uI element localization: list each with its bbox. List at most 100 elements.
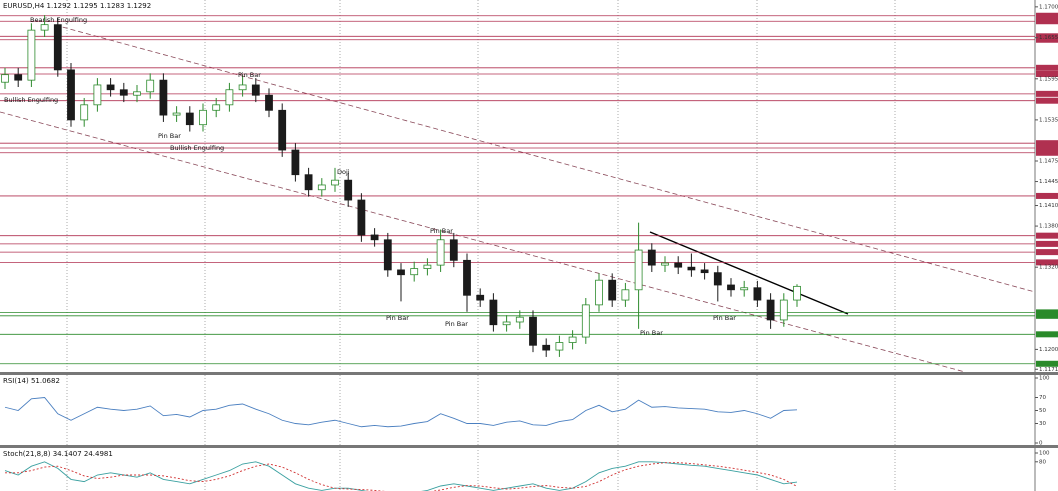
candle-body	[185, 112, 194, 126]
candle-body	[476, 294, 485, 301]
candle-body	[119, 89, 128, 96]
candle-body	[146, 79, 155, 93]
level-tag	[1036, 192, 1058, 199]
candle-body	[515, 316, 524, 323]
candle-body	[159, 79, 168, 116]
y-tick-label: 1.1320	[1039, 265, 1058, 271]
level-tag	[1036, 70, 1058, 77]
level-tag	[1036, 12, 1058, 19]
pattern-label: Pin Bar	[713, 314, 736, 322]
chart-title: EURUSD,H4 1.1292 1.1295 1.1283 1.1292	[3, 2, 151, 10]
y-tick-label: 1.1655	[1039, 35, 1058, 41]
candle-body	[753, 287, 762, 301]
panel-separator	[0, 372, 1058, 375]
candle-body	[661, 262, 669, 266]
y-tick-label: 100	[1039, 376, 1050, 382]
candle-body	[634, 249, 643, 291]
pattern-label: Doji	[337, 168, 350, 176]
y-tick-label: 30	[1039, 421, 1046, 427]
candle-body	[27, 29, 36, 81]
level-tag	[1036, 232, 1058, 239]
candle-body	[779, 299, 788, 321]
y-tick-label: 1.1410	[1039, 203, 1058, 209]
y-tick-label: 1.1475	[1039, 158, 1058, 164]
candle-body	[278, 109, 287, 151]
candle-body	[133, 91, 141, 96]
candle-body	[423, 264, 432, 269]
candle-body	[595, 279, 603, 306]
level-tag	[1036, 312, 1058, 319]
y-tick-label: 1.1700	[1039, 4, 1058, 10]
candle-body	[687, 266, 696, 271]
level-tag	[1036, 90, 1058, 97]
candle-body	[80, 104, 89, 121]
candle-body	[489, 299, 498, 326]
candle-body	[40, 24, 49, 31]
panel-separator	[0, 445, 1058, 448]
pattern-label: Pin Bar	[238, 71, 261, 79]
candle-body	[106, 84, 115, 91]
level-tag	[1036, 249, 1058, 256]
candle-body	[14, 74, 23, 81]
candle-body	[674, 262, 683, 268]
candle-body	[238, 84, 247, 91]
y-tick-label: 0	[1039, 441, 1043, 447]
level-tag	[1036, 240, 1058, 247]
candle-body	[304, 174, 313, 191]
pattern-label: Bullish Engulfing	[170, 144, 224, 152]
candle-body	[410, 268, 419, 276]
candle-body	[1, 74, 9, 83]
level-tag	[1036, 97, 1058, 104]
level-tag	[1036, 331, 1058, 338]
candle-body	[449, 239, 458, 261]
y-tick-label: 1.1200	[1039, 347, 1058, 353]
pattern-label: Bearish Engulfing	[30, 16, 87, 24]
pattern-label: Pin Bar	[158, 132, 181, 140]
candle-body	[357, 199, 366, 236]
candle-body	[93, 84, 102, 106]
candle-body	[225, 89, 234, 106]
candle-body	[608, 279, 617, 301]
candle-body	[581, 304, 590, 338]
level-tag	[1036, 140, 1058, 147]
candle-body	[370, 234, 379, 241]
y-tick-label: 50	[1039, 408, 1046, 414]
y-tick-label: 1.1595	[1039, 76, 1058, 82]
candle-body	[647, 249, 656, 266]
level-tag	[1036, 64, 1058, 71]
candle-body	[568, 336, 577, 343]
candle-body	[727, 284, 735, 291]
y-tick-label: 70	[1039, 395, 1046, 401]
vertical-grid	[66, 0, 896, 491]
level-tag	[1036, 149, 1058, 156]
candle-body	[199, 109, 207, 126]
y-tick-label: 1.1535	[1039, 117, 1058, 123]
candle-body	[713, 272, 722, 286]
candle-body	[793, 285, 801, 301]
level-tag	[1036, 259, 1058, 266]
level-tag	[1036, 309, 1058, 316]
pattern-label: Pin Bar	[386, 314, 409, 322]
level-tag	[1036, 18, 1058, 25]
candle-body	[317, 184, 326, 191]
pattern-label: Bullish Engulfing	[4, 96, 58, 104]
y-tick-label: 1.1445	[1039, 179, 1058, 185]
indicator-line	[4, 397, 798, 428]
candle-body	[212, 104, 221, 111]
candle-body	[436, 239, 445, 266]
candle-body	[383, 239, 392, 271]
candle-body	[502, 321, 511, 326]
stoch-title: Stoch(21,8,8) 34.1407 24.4981	[3, 450, 113, 458]
level-tag	[1036, 33, 1058, 40]
candle-body	[397, 269, 405, 276]
candle-body	[542, 344, 551, 351]
y-tick-label: 100	[1039, 451, 1050, 457]
candle-body	[67, 69, 75, 121]
y-tick-label: 1.1171	[1039, 367, 1058, 373]
candle-body	[344, 179, 353, 201]
level-tag	[1036, 144, 1058, 151]
candle-body	[700, 269, 709, 274]
candle-body	[555, 342, 564, 351]
